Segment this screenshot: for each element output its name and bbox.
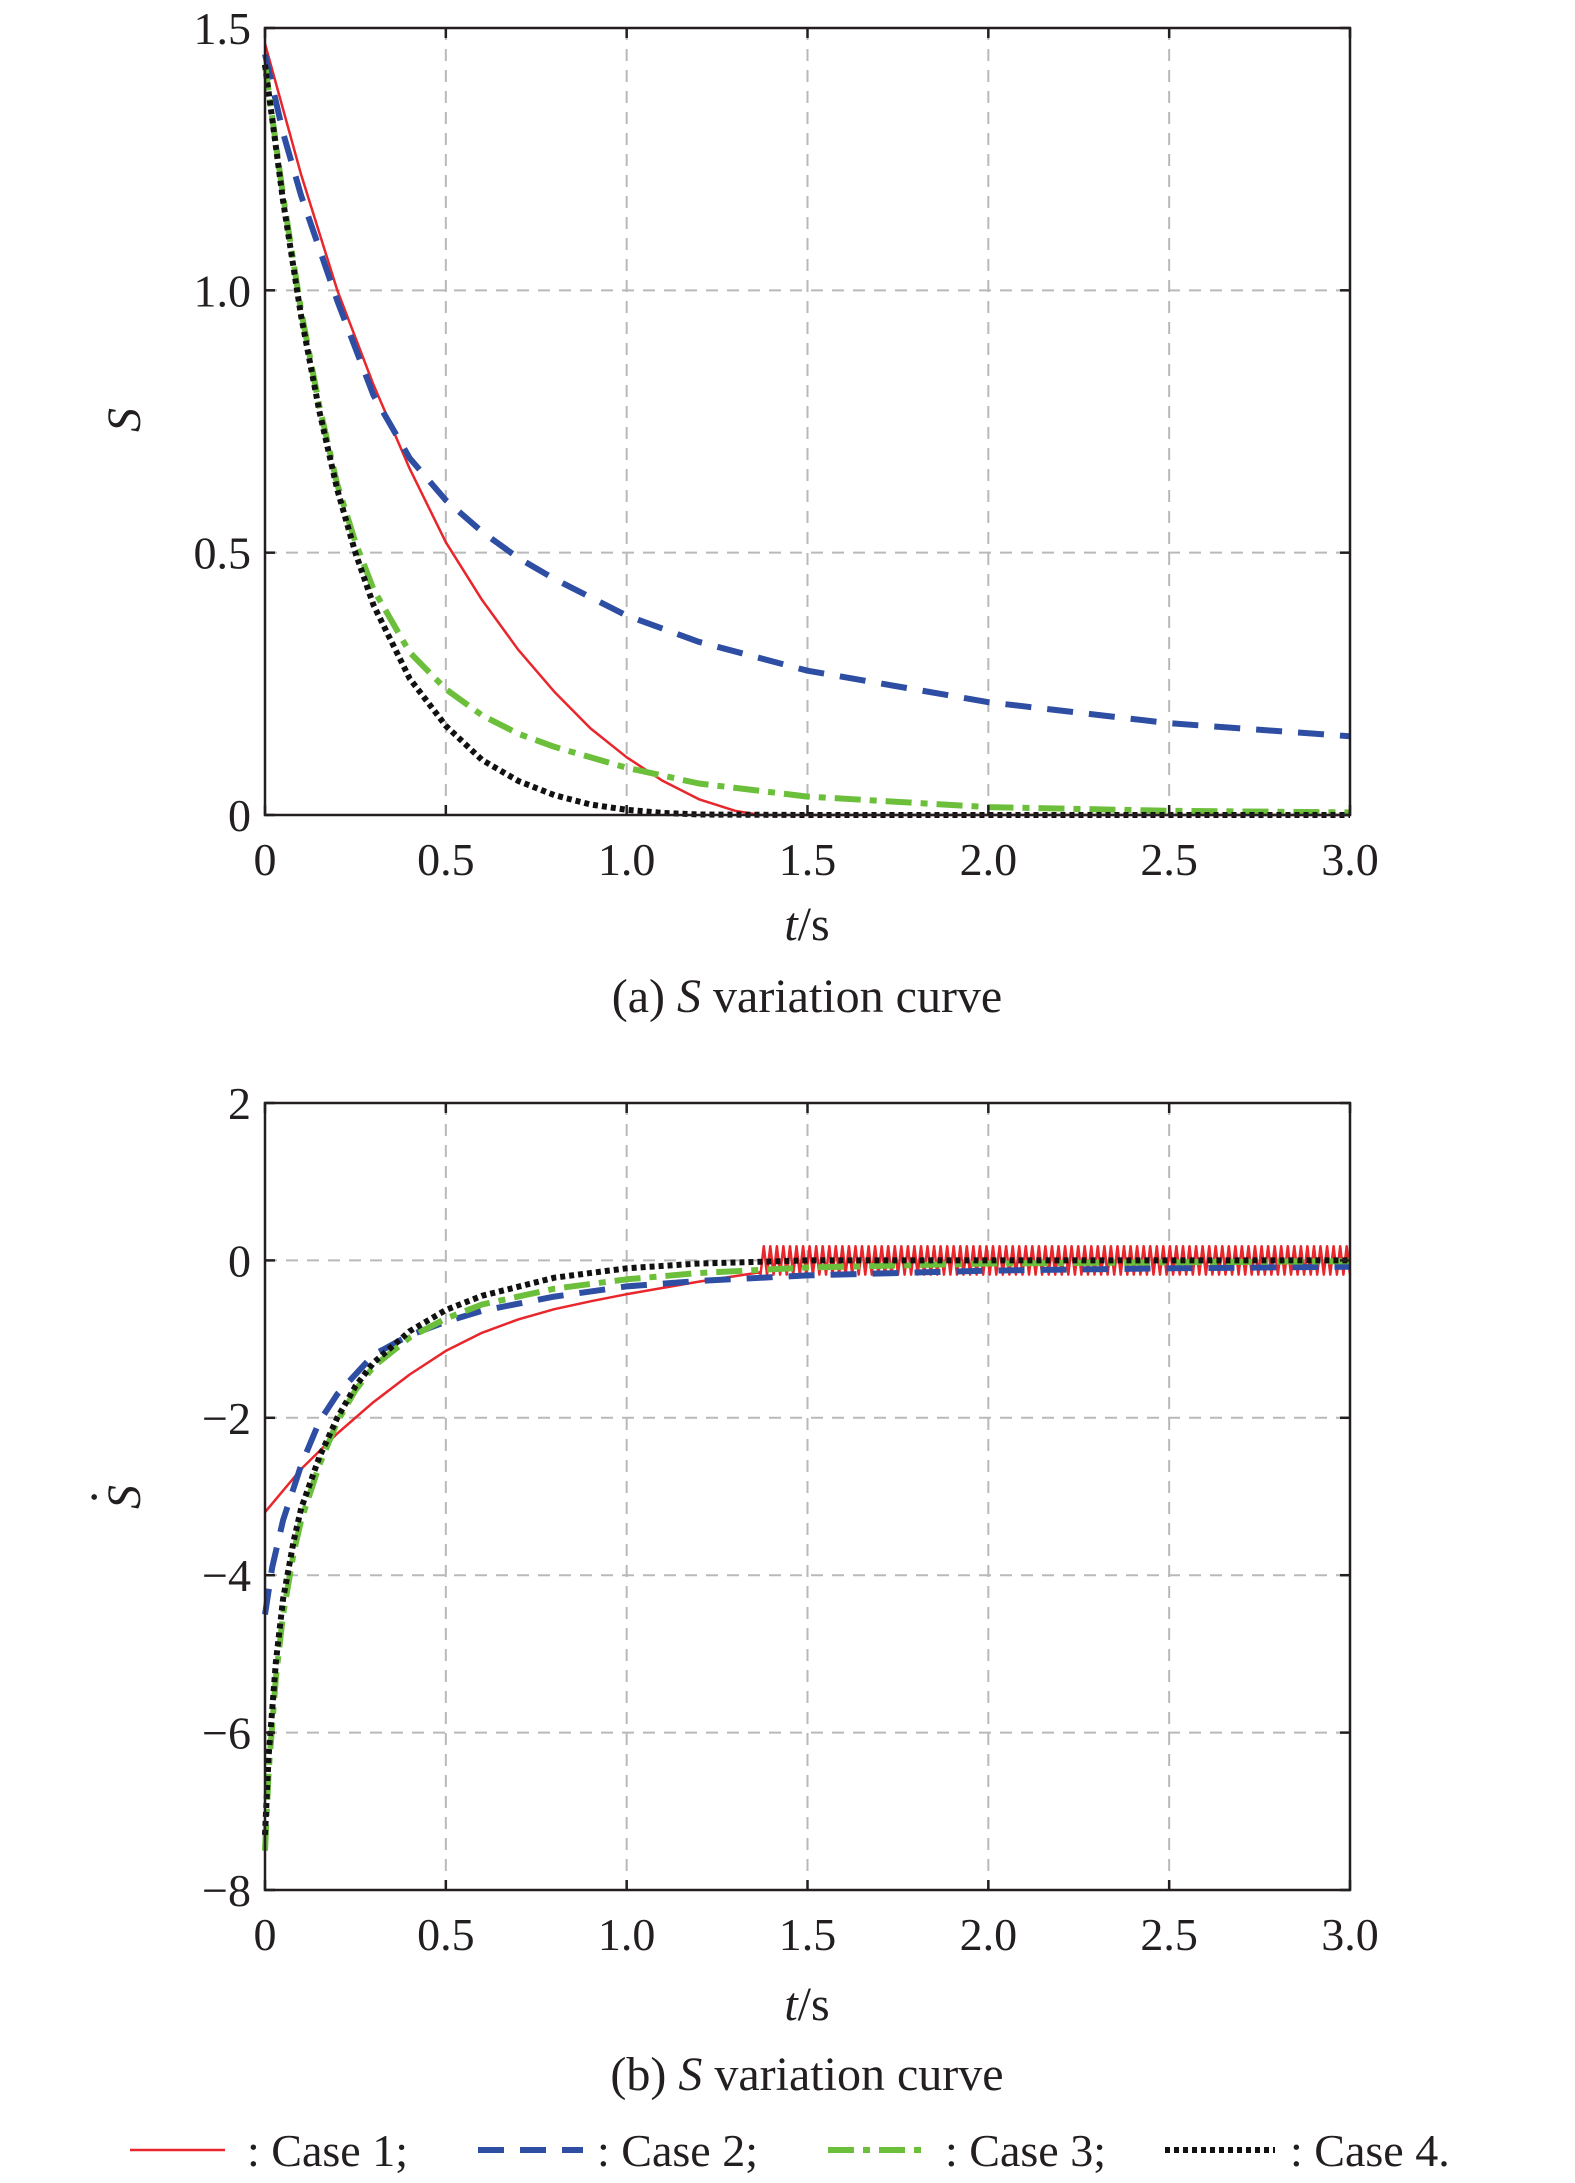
panel-b-x-tick-label: 3.0 [1321,1909,1379,1960]
panel-b-y-axis-symbol: S [98,1485,151,1509]
panel-b-series [262,1244,1352,1851]
legend-label-case-4: : Case 4. [1290,2125,1450,2176]
panel-b-caption-text: (b) S variation curve [610,2048,1003,2101]
panel-a-x-tick-label: 2.0 [960,834,1018,885]
panel-a-y-tick-label: 0.5 [194,528,252,579]
panel-a-plot-frame [263,26,1352,817]
panel-b-y-tick-label: 2 [228,1078,251,1129]
panel-a-x-tick-label: 1.0 [598,834,656,885]
panel-b-y-tick-label: −4 [202,1550,251,1601]
panel-a-ticks: 0 0.5 1.0 1.5 2.0 2.5 3.0 0 0.5 1.0 1.5 [194,3,1379,885]
panel-a-y-tick-label: 1.5 [194,3,252,54]
legend-label-case-1: : Case 1; [247,2125,408,2176]
panel-b-series-case-2 [262,1263,1351,1615]
panel-a-y-tick-label: 1.0 [194,265,252,316]
legend: : Case 1; : Case 2; : Case 3; : Case 4. [130,2125,1450,2176]
panel-b-x-tick-label: 1.0 [598,1909,656,1960]
legend-label-case-2: : Case 2; [597,2125,758,2176]
panel-b-x-tick-label: 2.0 [960,1909,1018,1960]
panel-b-x-tick-label: 1.5 [779,1909,837,1960]
panel-b-plot-frame [263,1101,1352,1892]
legend-entry-case-3: : Case 3; [828,2125,1106,2176]
panel-a-grid [265,28,1350,815]
panel-a-s-variation: 0 0.5 1.0 1.5 2.0 2.5 3.0 0 0.5 1.0 1.5 S t/s (a) … [98,3,1379,1023]
panel-a-series-case-2 [262,53,1351,740]
panel-a-x-tick-label: 3.0 [1321,834,1379,885]
legend-entry-case-4: : Case 4. [1165,2125,1450,2176]
panel-a-series-case-4 [262,64,1350,818]
panel-b-y-axis-dot: · [68,1489,121,1505]
panel-a-x-tick-label: 2.5 [1140,834,1198,885]
panel-b-x-tick-label: 0 [254,1909,277,1960]
panel-b-ticks: 0 0.5 1.0 1.5 2.0 2.5 3.0 2 0 −2 −4 −6 −8 [202,1078,1379,1960]
panel-a-series-case-3 [262,64,1351,816]
panel-b-series-case-4 [262,1257,1350,1836]
panel-a-y-tick-label: 0 [228,790,251,841]
legend-entry-case-1: : Case 1; [130,2125,408,2176]
panel-b-sdot-variation: 0 0.5 1.0 1.5 2.0 2.5 3.0 2 0 −2 −4 −6 −8 S · t/s (b… [68,1078,1379,2101]
panel-a-x-tick-label: 0.5 [417,834,475,885]
panel-b-x-tick-label: 0.5 [417,1909,475,1960]
panel-b-y-tick-label: −8 [202,1865,251,1916]
legend-entry-case-2: : Case 2; [478,2125,758,2176]
panel-b-y-tick-label: 0 [228,1235,251,1286]
legend-label-case-3: : Case 3; [945,2125,1106,2176]
panel-b-y-tick-label: −2 [202,1393,251,1444]
panel-a-x-tick-label: 1.5 [779,834,837,885]
panel-b-y-axis-title: S · [68,1485,151,1509]
panel-a-x-axis-title: t/s [784,898,829,951]
panel-b-x-axis-title: t/s [784,1978,829,2031]
panel-a-caption: (a) S variation curve [612,970,1002,1023]
panel-b-x-tick-label: 2.5 [1140,1909,1198,1960]
panel-a-x-tick-label: 0 [254,834,277,885]
panel-b-grid [265,1103,1350,1890]
panel-b-caption: (b) S variation curve [610,2048,1003,2101]
panel-a-y-axis-title: S [98,408,151,432]
panel-b-y-tick-label: −6 [202,1708,251,1759]
